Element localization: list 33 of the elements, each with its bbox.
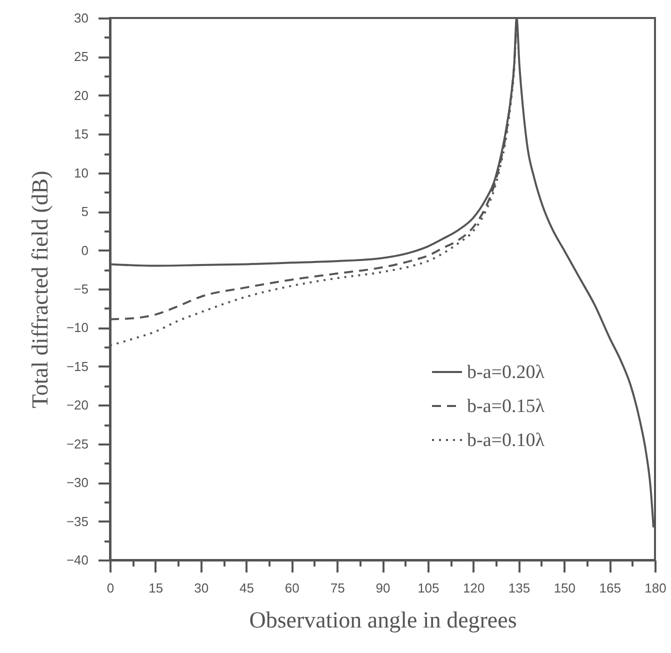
x-tick-label: 30 — [194, 580, 209, 596]
x-tick-label: 135 — [508, 580, 530, 596]
y-tick-label: −5 — [74, 282, 88, 296]
y-tick-label: −15 — [66, 358, 88, 374]
x-tick-label: 105 — [418, 580, 440, 596]
legend-label: b-a=0.10λ — [467, 430, 546, 451]
y-tick-label: 20 — [74, 88, 88, 103]
y-tick-label: 30 — [74, 10, 88, 26]
y-tick-label: −10 — [66, 320, 88, 336]
legend-label: b-a=0.20λ — [467, 362, 546, 383]
x-tick-label: 165 — [599, 580, 621, 596]
y-tick-label: −30 — [66, 475, 88, 490]
y-tick-label: −35 — [66, 514, 88, 529]
y-tick-label: −40 — [66, 552, 88, 568]
x-tick-label: 60 — [284, 580, 300, 596]
x-tick-label: 0 — [106, 580, 114, 596]
x-tick-label: 75 — [330, 580, 345, 596]
y-tick-label: 10 — [74, 165, 88, 180]
y-tick-label: 25 — [74, 49, 88, 64]
y-tick-label: 5 — [81, 204, 88, 220]
y-tick-label: −20 — [66, 398, 88, 413]
y-tick-label: −25 — [66, 436, 88, 452]
x-tick-label: 150 — [554, 580, 576, 596]
x-tick-label: 120 — [462, 580, 485, 596]
y-tick-label: 15 — [74, 126, 88, 142]
y-axis-title: Total diffracted field (dB) — [27, 170, 52, 408]
x-tick-label: 180 — [644, 580, 666, 596]
x-tick-label: 45 — [240, 580, 254, 596]
x-tick-label: 15 — [148, 580, 164, 596]
y-tick-label: 0 — [81, 242, 88, 258]
x-axis-title: Observation angle in degrees — [249, 608, 517, 632]
legend-label: b-a=0.15λ — [467, 396, 546, 417]
x-tick-label: 90 — [376, 580, 390, 596]
